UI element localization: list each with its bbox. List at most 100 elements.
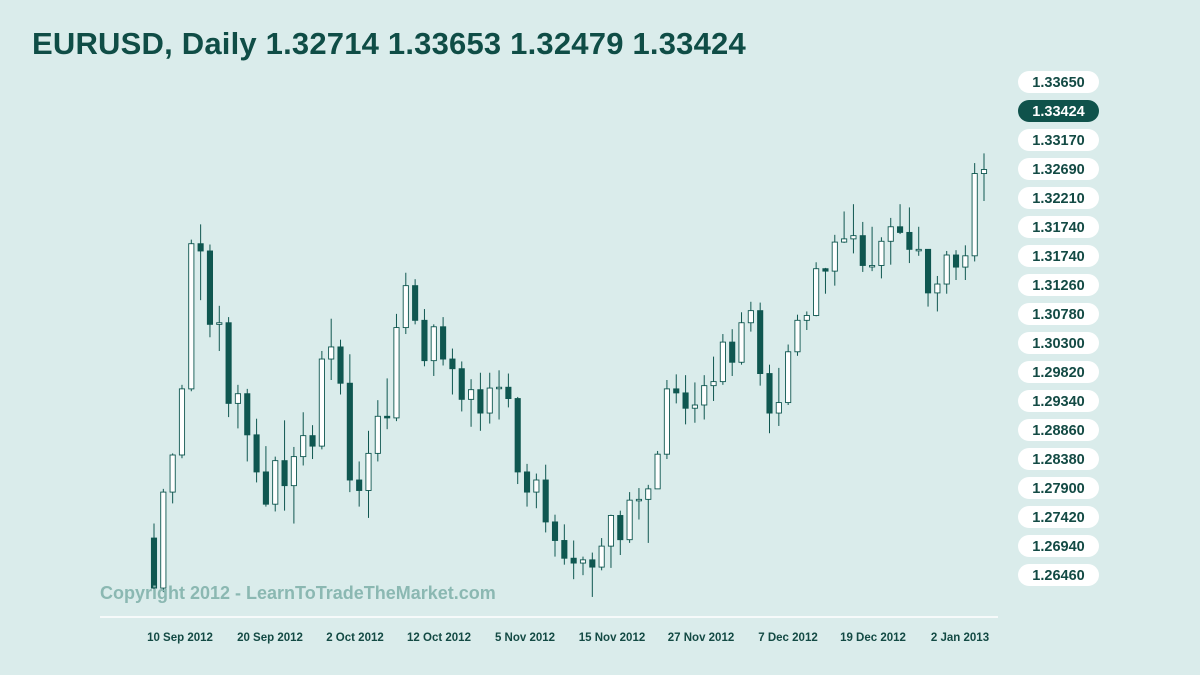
candle-body-bullish [813,268,820,316]
candle [897,204,904,235]
y-tick-label: 1.26940 [1018,535,1099,557]
candle-body-bullish [915,248,922,252]
candle-body-bearish [225,322,232,404]
y-tick-pill [1018,274,1099,296]
candle [635,488,642,520]
candle-body-bullish [178,388,186,456]
candle-body-bearish [673,388,680,394]
candle-body-bullish [188,243,195,390]
candle [244,388,251,462]
candle [412,279,419,325]
candle [766,364,773,434]
y-tick-label: 1.27900 [1018,477,1099,499]
candle [150,523,158,593]
candle-body-bearish [766,373,773,414]
candle [309,425,316,460]
candle [663,380,670,460]
candle-body-bearish [449,358,456,370]
copyright-text: Copyright 2012 - LearnToTradeTheMarket.c… [100,583,496,603]
candle-body-bullish [468,389,475,400]
candle [887,217,894,265]
y-tick-text: 1.26940 [1032,539,1084,555]
y-tick-pill [1018,245,1099,267]
y-tick-pill [1018,477,1099,499]
candle-body-bullish [663,388,670,455]
y-tick-pill [1018,564,1099,586]
candle [794,314,801,356]
x-tick-label: 27 Nov 2012 [668,632,735,644]
candle [468,379,475,427]
y-tick-pill [1018,361,1099,383]
candle-body-bullish [598,545,605,568]
candle-body-bullish [691,404,698,409]
y-tick-text: 1.28860 [1032,423,1084,439]
candle-body-bearish [952,254,960,268]
candle-body-bullish [393,327,400,419]
x-axis-ticks: 10 Sep 2012 20 Sep 2012 2 Oct 2012 12 Oct 2… [147,632,989,644]
candle-body-bearish [924,248,932,294]
candle [365,430,372,518]
candle [551,514,559,557]
candle [747,301,754,332]
candle-body-bullish [272,460,279,505]
candle-body-bullish [934,283,941,294]
candle-body-bullish [579,559,587,564]
current-price-label: 1.33424 [1018,100,1099,122]
candle [831,234,838,286]
candle-body-bearish [542,479,549,523]
y-tick-pill [1018,390,1099,412]
x-tick-label: 12 Oct 2012 [407,632,471,644]
candle [785,344,792,405]
candle [253,418,260,483]
candle [962,245,969,280]
candle [952,250,960,280]
candle [980,153,988,201]
candle [579,556,587,576]
candle-body-bullish [290,456,297,487]
candle [262,446,269,507]
candle-body-bearish [897,226,904,233]
candle [859,221,866,272]
candle-body-bullish [160,491,167,589]
candle-body-bearish [822,268,829,272]
y-tick-pill [1018,506,1099,528]
candle [719,334,726,385]
candle-body-bearish [440,326,447,360]
candle-body-bullish [645,488,652,500]
candle-body-bullish [374,415,381,454]
candle [775,367,782,426]
candle-body-bearish [197,243,204,252]
y-tick-text: 1.30300 [1032,336,1084,352]
candle [346,354,353,493]
x-tick-label: 2 Oct 2012 [326,632,384,644]
candle [505,373,512,408]
y-tick-pill [1018,187,1099,209]
candle [206,244,214,338]
y-tick-text: 1.32690 [1032,162,1084,178]
candle [607,514,615,568]
candle-body-bearish [412,285,419,321]
x-tick-label: 19 Dec 2012 [840,632,906,644]
y-tick-label: 1.27420 [1018,506,1099,528]
candle-body-bearish [505,386,512,399]
candle-body-bullish [831,241,838,272]
candle [393,313,400,422]
candle-body-bullish [878,240,885,266]
y-tick-text: 1.27900 [1032,481,1084,497]
candle [673,374,680,404]
candle [458,361,465,412]
candle-body-bullish [841,238,848,243]
candle [971,163,978,262]
candle-body-bullish [365,452,372,491]
candle [188,239,195,392]
candle-body-bullish [775,402,782,414]
x-tick-label: 15 Nov 2012 [579,632,646,644]
candle [272,456,279,512]
candle [654,450,661,490]
candle-body-bullish [654,453,661,490]
y-tick-label: 1.29340 [1018,390,1099,412]
candle [710,356,717,401]
candle [542,464,549,533]
y-tick-text: 1.32210 [1032,191,1084,207]
y-tick-pill [1018,129,1099,151]
